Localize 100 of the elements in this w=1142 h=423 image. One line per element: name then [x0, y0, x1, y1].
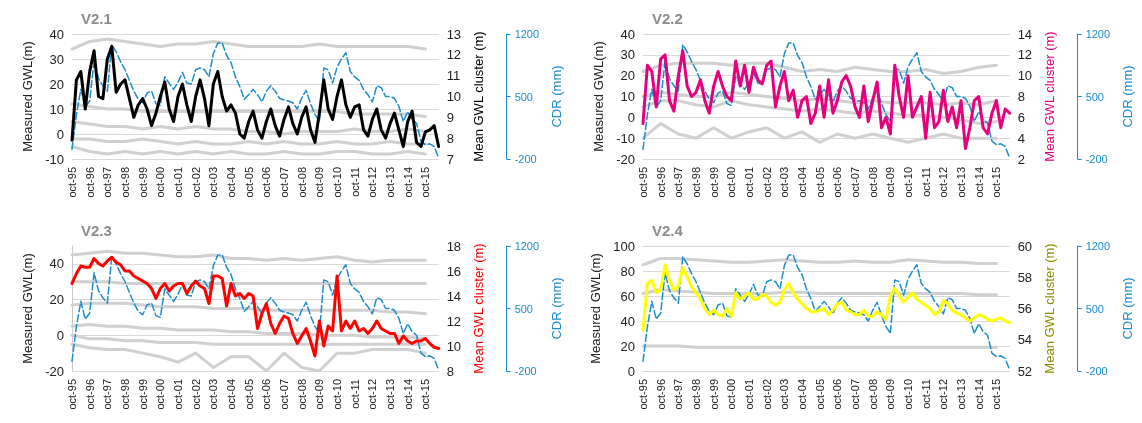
x-tick-label: oct-05 — [813, 378, 826, 410]
chart-title: V2.1 — [81, 10, 112, 27]
x-tick-label: oct-12 — [366, 167, 379, 198]
y2-axis-title: Mean GWL cluster (m) — [470, 242, 486, 374]
y-axis-title: Measured GWL(m) — [588, 252, 604, 364]
x-tick-label: oct-00 — [154, 167, 167, 198]
x-tick-label: oct-13 — [384, 378, 397, 410]
x-tick-label: oct-96 — [654, 378, 667, 410]
y2-tick-label: 16 — [446, 263, 462, 278]
x-tick-label: oct-98 — [119, 167, 132, 198]
y3-tick-label: 500 — [1085, 302, 1104, 314]
x-tick-label: oct-97 — [672, 167, 685, 198]
x-tick-label: oct-12 — [937, 167, 950, 198]
y3-tick-label: -200 — [514, 153, 537, 165]
x-tick-label: oct-06 — [831, 378, 844, 410]
y-tick-label: 30 — [49, 51, 64, 67]
y3-tick-label: 1200 — [514, 239, 540, 252]
x-tick-label: oct-05 — [242, 167, 255, 198]
y3-axis-title: CDR (mm) — [549, 276, 564, 340]
x-tick-label: oct-01 — [172, 378, 185, 410]
y-tick-label: 40 — [620, 26, 635, 42]
x-tick-label: oct-08 — [295, 378, 308, 410]
y2-tick-label: 6 — [1017, 109, 1025, 125]
y2-tick-label: 12 — [446, 47, 462, 63]
y2-tick-label: 8 — [446, 363, 454, 378]
y3-axis-title: CDR (mm) — [1120, 65, 1135, 128]
x-tick-label: oct-97 — [101, 167, 114, 198]
x-tick-label: oct-95 — [66, 378, 78, 410]
y-tick-label: 100 — [613, 238, 635, 253]
x-tick-label: oct-02 — [189, 378, 202, 410]
y2-tick-label: 18 — [446, 238, 462, 253]
y-tick-label: 10 — [620, 89, 635, 104]
chart-title: V2.2 — [652, 10, 683, 27]
x-tick-label: oct-97 — [672, 378, 685, 410]
x-tick-label: oct-96 — [83, 167, 96, 198]
chart-title: V2.3 — [81, 221, 112, 239]
y3-tick-label: -200 — [1085, 153, 1108, 165]
x-tick-label: oct-02 — [189, 167, 202, 198]
y3-tick-label: 1200 — [514, 28, 540, 40]
y-axis-title: Measured GWL(m) — [20, 252, 35, 364]
x-tick-label: oct-98 — [690, 378, 703, 410]
y2-tick-label: 10 — [446, 338, 462, 353]
x-tick-label: oct-15 — [419, 167, 432, 198]
y2-tick-label: 2 — [1017, 151, 1025, 167]
chart-title: V2.4 — [652, 221, 684, 239]
y3-tick-label: 500 — [514, 90, 533, 103]
y-tick-label: 40 — [49, 26, 64, 42]
x-tick-label: oct-04 — [796, 167, 809, 198]
y-tick-label: 20 — [620, 68, 635, 84]
y-tick-label: 0 — [627, 363, 635, 378]
y2-tick-label: 8 — [446, 130, 454, 146]
x-tick-label: oct-14 — [972, 167, 985, 198]
y2-tick-label: 13 — [446, 26, 462, 42]
y2-tick-label: 54 — [1017, 331, 1033, 347]
y3-axis-title: CDR (mm) — [1120, 276, 1135, 340]
x-tick-label: oct-09 — [884, 167, 897, 198]
x-tick-label: oct-99 — [707, 378, 720, 410]
x-tick-label: oct-02 — [760, 167, 773, 198]
y2-tick-label: 14 — [1017, 26, 1033, 42]
y-tick-label: 0 — [627, 109, 635, 125]
y-tick-label: -10 — [45, 151, 64, 167]
x-tick-label: oct-96 — [654, 167, 667, 198]
y2-tick-label: 4 — [1017, 130, 1025, 146]
x-tick-label: oct-09 — [884, 378, 897, 410]
y-tick-label: -10 — [616, 130, 635, 146]
x-tick-label: oct-03 — [207, 167, 220, 198]
x-tick-label: oct-15 — [990, 378, 1003, 410]
x-tick-label: oct-01 — [172, 167, 185, 198]
x-tick-label: oct-07 — [278, 378, 291, 410]
y3-tick-label: 1200 — [1085, 28, 1111, 40]
x-tick-label: oct-06 — [831, 167, 844, 198]
y-tick-label: 80 — [620, 263, 635, 278]
x-tick-label: oct-09 — [313, 167, 326, 198]
x-tick-label: oct-03 — [778, 167, 791, 198]
x-tick-label: oct-13 — [955, 167, 968, 198]
x-tick-label: oct-06 — [260, 378, 273, 410]
x-tick-label: oct-07 — [849, 378, 862, 410]
x-tick-label: oct-14 — [401, 167, 414, 198]
x-tick-label: oct-08 — [866, 378, 879, 410]
x-tick-label: oct-05 — [242, 378, 255, 410]
y2-tick-label: 60 — [1017, 238, 1033, 253]
y2-tick-label: 9 — [446, 109, 454, 125]
x-tick-label: oct-11 — [348, 378, 361, 409]
y-tick-label: 10 — [49, 101, 64, 117]
x-tick-label: oct-95 — [637, 167, 649, 198]
x-tick-label: oct-15 — [990, 167, 1003, 198]
x-tick-label: oct-04 — [796, 378, 809, 410]
y2-axis-title: Mean GWL cluster (m) — [470, 31, 486, 162]
x-tick-label: oct-98 — [690, 167, 703, 198]
x-tick-label: oct-12 — [937, 378, 950, 410]
x-tick-label: oct-12 — [366, 378, 379, 410]
x-tick-label: oct-95 — [66, 167, 78, 198]
y2-tick-label: 11 — [446, 68, 461, 84]
y3-tick-label: -200 — [1085, 364, 1108, 377]
y2-tick-label: 14 — [446, 288, 462, 303]
x-tick-label: oct-00 — [725, 167, 738, 198]
x-tick-label: oct-97 — [101, 378, 114, 410]
y3-tick-label: 1200 — [1085, 239, 1111, 252]
y-tick-label: 20 — [49, 291, 64, 307]
y2-tick-label: 10 — [1017, 68, 1033, 84]
